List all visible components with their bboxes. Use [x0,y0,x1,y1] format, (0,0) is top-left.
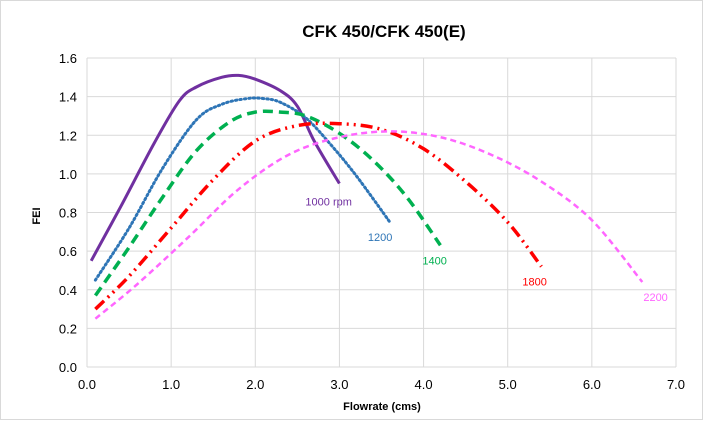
y-tick-label: 1.0 [59,167,77,182]
chart-title: CFK 450/CFK 450(E) [302,22,465,41]
x-tick-label: 5.0 [499,377,517,392]
series-labels: 1000 rpm 1200 1400 1800 2200 [305,197,667,304]
gridlines [86,57,677,368]
series-end-label: 1200 [368,232,392,244]
series-end-label: 2200 [643,292,667,304]
x-tick-label: 2.0 [246,377,264,392]
series-lines [89,73,644,320]
series-line-3 [93,109,442,297]
series-line-5 [94,130,644,320]
y-axis-title: FEI [31,207,43,224]
series-line-1 [89,73,341,262]
x-tick-label: 1.0 [162,377,180,392]
y-tick-label: 0.6 [59,244,77,259]
y-tick-label: 0.8 [59,206,77,221]
y-tick-label: 1.6 [59,51,77,66]
y-tick-label: 1.2 [59,128,77,143]
x-tick-label: 7.0 [667,377,685,392]
series-end-label: 1400 [422,255,446,267]
series-line-2 [93,96,392,282]
x-tick-label: 0.0 [78,377,96,392]
x-axis-title: Flowrate (cms) [343,401,421,413]
y-tick-label: 0.4 [59,283,77,298]
series-line-4 [94,121,543,311]
y-tick-label: 1.4 [59,90,77,105]
x-tick-label: 4.0 [415,377,433,392]
x-tick-label: 6.0 [583,377,601,392]
y-tick-label: 0.2 [59,321,77,336]
x-tick-label: 3.0 [330,377,348,392]
axes: 0.0 0.2 0.4 0.6 0.8 1.0 1.2 1.4 1.6 0.0 1.0 2.0 3.0 4… [59,51,685,392]
series-end-label: 1000 rpm [305,197,351,209]
y-tick-label: 0.0 [59,360,77,375]
series-end-label: 1800 [522,277,546,289]
